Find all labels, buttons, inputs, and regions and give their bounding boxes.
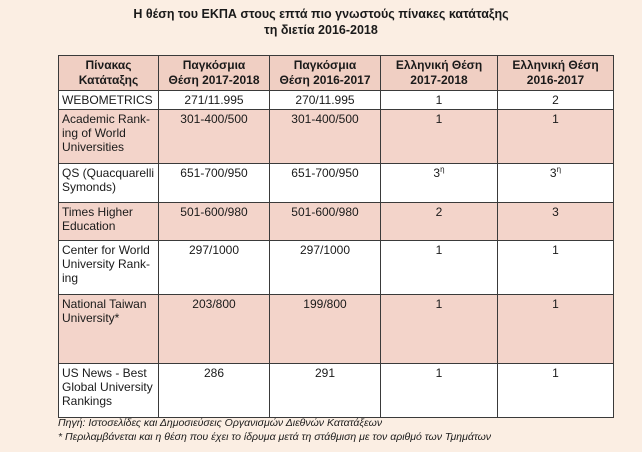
ranking-name: National Taiwan University*: [58, 294, 159, 364]
greek-rank-2016-2017: 3: [497, 202, 614, 241]
greek-rank-2016-2017: 3η: [497, 163, 614, 203]
table-row: US News - Best Global University Ranking…: [58, 363, 614, 418]
header-world-2016-2017: Παγκόσμια Θέση 2016-2017: [269, 55, 381, 91]
greek-rank-2017-2018: 1: [380, 109, 498, 164]
header-world-2017-2018: Παγκόσμια Θέση 2017-2018: [158, 55, 270, 91]
table-header-row: Πίνακας Κατάταξης Παγκόσμια Θέση 2017-2018…: [58, 55, 614, 91]
world-rank-2016-2017: 301-400/500: [269, 109, 381, 164]
table-row: Times Higher Education 501-600/980 501-6…: [58, 202, 614, 241]
greek-rank-2017-2018: 2: [380, 202, 498, 241]
header-greek-2017-2018: Ελληνική Θέση 2017-2018: [380, 55, 498, 91]
ranking-name: WEBOMETRICS: [58, 90, 159, 110]
greek-rank-2016-2017: 1: [497, 109, 614, 164]
greek-rank-2017-2018: 1: [380, 240, 498, 295]
header-greek-2016-2017: Ελληνική Θέση 2016-2017: [497, 55, 614, 91]
ranking-name: Academic Rank-ing of World Universities: [58, 109, 159, 164]
table-row: WEBOMETRICS 271/11.995 270/11.995 1 2: [58, 90, 614, 110]
greek-rank-2016-2017: 1: [497, 363, 614, 418]
page-title: Η θέση του ΕΚΠΑ στους επτά πιο γνωστούς …: [0, 6, 642, 38]
table-row: QS (Quacquarelli Symonds) 651-700/950 65…: [58, 163, 614, 203]
footnote: * Περιλαμβάνεται και η θέση που έχει το …: [58, 431, 492, 443]
greek-rank-2017-2018: 1: [380, 90, 498, 110]
title-line-2: τη διετία 2016-2018: [264, 23, 378, 37]
world-rank-2017-2018: 286: [158, 363, 270, 418]
greek-rank-2017-2018: 1: [380, 363, 498, 418]
world-rank-2016-2017: 270/11.995: [269, 90, 381, 110]
world-rank-2017-2018: 203/800: [158, 294, 270, 364]
world-rank-2017-2018: 651-700/950: [158, 163, 270, 203]
ranking-name: QS (Quacquarelli Symonds): [58, 163, 159, 203]
world-rank-2016-2017: 651-700/950: [269, 163, 381, 203]
world-rank-2017-2018: 501-600/980: [158, 202, 270, 241]
world-rank-2016-2017: 291: [269, 363, 381, 418]
world-rank-2017-2018: 297/1000: [158, 240, 270, 295]
ranking-name: US News - Best Global University Ranking…: [58, 363, 159, 418]
ranking-table: Πίνακας Κατάταξης Παγκόσμια Θέση 2017-2018…: [58, 55, 614, 418]
table-row: National Taiwan University* 203/800 199/…: [58, 294, 614, 364]
greek-rank-2016-2017: 1: [497, 240, 614, 295]
table-row: Center for World University Rank-ing 297…: [58, 240, 614, 295]
world-rank-2016-2017: 199/800: [269, 294, 381, 364]
table-row: Academic Rank-ing of World Universities …: [58, 109, 614, 164]
ranking-name: Center for World University Rank-ing: [58, 240, 159, 295]
title-line-1: Η θέση του ΕΚΠΑ στους επτά πιο γνωστούς …: [133, 7, 509, 21]
world-rank-2017-2018: 271/11.995: [158, 90, 270, 110]
greek-rank-2016-2017: 2: [497, 90, 614, 110]
greek-rank-2017-2018: 3η: [380, 163, 498, 203]
world-rank-2017-2018: 301-400/500: [158, 109, 270, 164]
source-note: Πηγή: Ιστοσελίδες και Δημοσιεύσεις Οργαν…: [58, 417, 383, 429]
world-rank-2016-2017: 501-600/980: [269, 202, 381, 241]
greek-rank-2017-2018: 1: [380, 294, 498, 364]
header-ranking-table: Πίνακας Κατάταξης: [58, 55, 159, 91]
world-rank-2016-2017: 297/1000: [269, 240, 381, 295]
ranking-name: Times Higher Education: [58, 202, 159, 241]
greek-rank-2016-2017: 1: [497, 294, 614, 364]
